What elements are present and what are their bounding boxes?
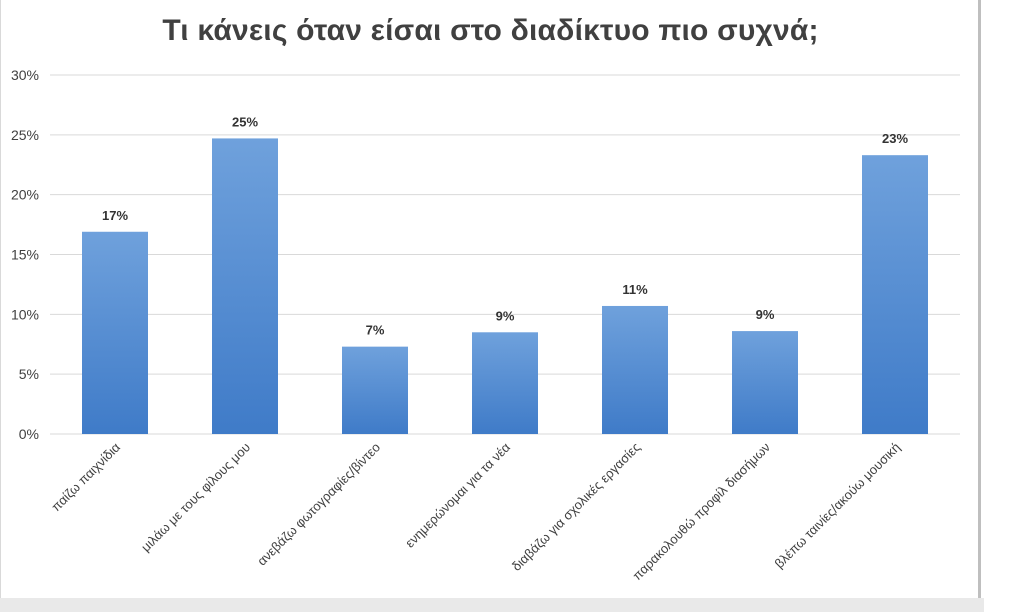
data-label: 11% — [622, 282, 648, 297]
bars — [82, 138, 928, 434]
x-axis-labels: παίζω παιχνίδια μιλάω με τους φίλους μου α… — [48, 439, 903, 583]
bar-chart: 0% 5% 10% 15% 20% 25% 30% 17% 25% 7% 9% 11% 9% 23% π… — [11, 67, 960, 583]
bar — [472, 332, 538, 434]
chart-title: Τι κάνεις όταν είσαι στο διαδίκτυο πιο σ… — [162, 14, 819, 47]
bar — [212, 138, 278, 434]
y-tick-label: 20% — [11, 187, 39, 203]
bar — [602, 305, 668, 434]
data-label: 17% — [102, 208, 128, 223]
data-label: 25% — [232, 114, 258, 129]
data-label: 7% — [366, 323, 385, 338]
x-tick-label: παίζω παιχνίδια — [48, 439, 123, 514]
x-tick-label: βλέπω ταινίες/ακούω μουσική — [771, 440, 903, 572]
bar — [82, 231, 148, 434]
y-tick-label: 10% — [11, 306, 39, 322]
x-tick-label: παρακολουθώ προφίλ διασήμων — [629, 440, 773, 584]
y-axis-ticks: 0% 5% 10% 15% 20% 25% 30% — [11, 67, 39, 442]
data-label: 9% — [496, 308, 515, 323]
y-tick-label: 15% — [11, 247, 39, 263]
x-tick-label: μιλάω με τους φίλους μου — [138, 440, 253, 555]
bar — [342, 346, 408, 434]
chart-frame — [0, 0, 981, 612]
x-tick-label: διαβάζω για σχολικές εργασίες — [509, 440, 643, 574]
data-label: 23% — [882, 131, 908, 146]
y-tick-label: 0% — [19, 426, 39, 442]
bar — [862, 155, 928, 434]
bar — [732, 331, 798, 434]
page-margin — [984, 0, 1023, 612]
x-tick-label: ανεβάζω φωτογραφίες/βίντεο — [254, 440, 383, 569]
y-tick-label: 30% — [11, 67, 39, 83]
x-tick-label: ενημερώνομαι για τα νέα — [402, 439, 513, 550]
y-tick-label: 25% — [11, 127, 39, 143]
data-labels: 17% 25% 7% 9% 11% 9% 23% — [102, 114, 908, 337]
data-label: 9% — [756, 307, 775, 322]
bottom-strip — [0, 598, 984, 612]
y-tick-label: 5% — [19, 366, 39, 382]
